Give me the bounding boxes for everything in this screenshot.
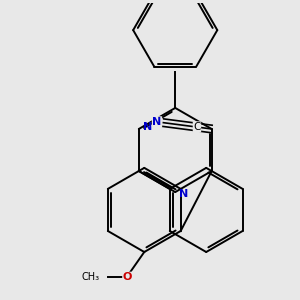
Text: N: N (143, 122, 152, 132)
Text: N: N (179, 189, 189, 199)
Text: N: N (152, 117, 162, 127)
Text: CH₃: CH₃ (82, 272, 100, 282)
Text: O: O (123, 272, 132, 282)
Text: C: C (193, 122, 201, 132)
